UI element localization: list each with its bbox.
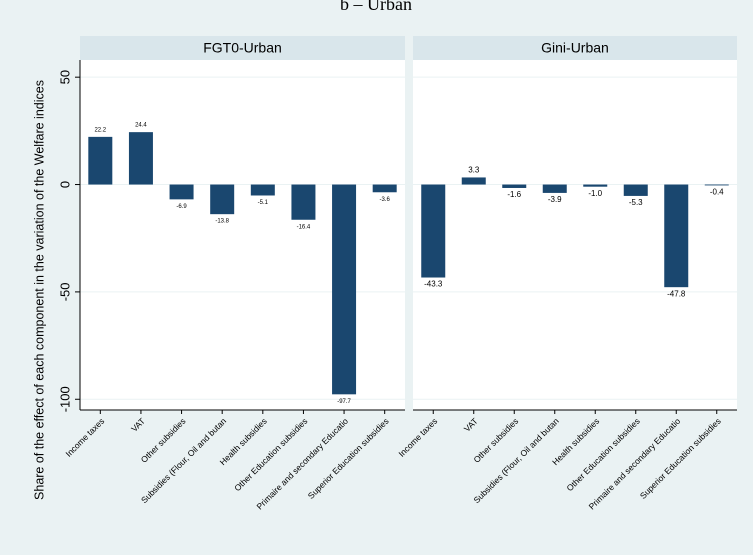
data-label: 24.4 — [135, 123, 147, 129]
x-tick-label: Income taxes — [396, 416, 439, 459]
x-tick-label: VAT — [129, 416, 147, 434]
x-tick-label: Superior Education subsidies — [638, 416, 723, 501]
x-tick-label: Other Education subsidies — [565, 416, 642, 493]
data-label: -47.8 — [667, 289, 686, 298]
panel-header — [80, 36, 405, 60]
bar — [704, 184, 729, 186]
y-tick-label: 0 — [57, 181, 72, 188]
bar — [421, 184, 446, 278]
x-tick-label: Subsidies (Flour, Oil and butan — [471, 416, 560, 505]
bar — [664, 184, 689, 288]
bar — [332, 184, 357, 395]
data-label: 3.3 — [468, 166, 480, 175]
plot-area — [80, 60, 405, 410]
data-label: -13.8 — [215, 219, 229, 225]
data-label: -3.6 — [380, 197, 391, 203]
data-label: -0.4 — [710, 188, 724, 197]
panel-header — [413, 36, 737, 60]
panel-title: Gini-Urban — [541, 40, 609, 56]
bar — [291, 184, 316, 220]
bar — [623, 184, 648, 196]
chart-title: b – Urban — [340, 0, 412, 14]
data-label: -6.9 — [176, 204, 187, 210]
y-tick-label: -100 — [57, 386, 72, 412]
bar — [128, 132, 153, 185]
bar — [583, 184, 608, 187]
data-label: -3.9 — [548, 195, 562, 204]
plot-area — [413, 60, 737, 410]
data-label: -1.6 — [507, 190, 521, 199]
data-label: 22.2 — [94, 127, 106, 133]
data-label: -97.7 — [337, 399, 351, 405]
x-tick-label: VAT — [462, 416, 480, 434]
bar — [372, 184, 397, 193]
data-label: -5.1 — [258, 200, 269, 206]
y-tick-label: -50 — [57, 283, 72, 302]
x-tick-label: Superior Education subsidies — [306, 416, 391, 501]
bar — [250, 184, 275, 196]
bar — [169, 184, 194, 200]
bar — [210, 184, 235, 215]
y-axis-title: Share of the effect of each component in… — [32, 80, 46, 500]
panel-title: FGT0-Urban — [203, 40, 282, 56]
bar — [88, 136, 113, 185]
data-label: -1.0 — [588, 189, 602, 198]
x-tick-label: Subsidies (Flour, Oil and butan — [139, 416, 228, 505]
bar — [461, 177, 486, 185]
y-tick-label: 50 — [57, 70, 72, 84]
bar — [542, 184, 567, 193]
data-label: -43.3 — [424, 280, 443, 289]
data-label: -5.3 — [629, 198, 643, 207]
bar — [502, 184, 527, 188]
x-tick-label: Income taxes — [63, 416, 106, 459]
x-tick-label: Other Education subsidies — [232, 416, 309, 493]
data-label: -16.4 — [297, 224, 311, 230]
